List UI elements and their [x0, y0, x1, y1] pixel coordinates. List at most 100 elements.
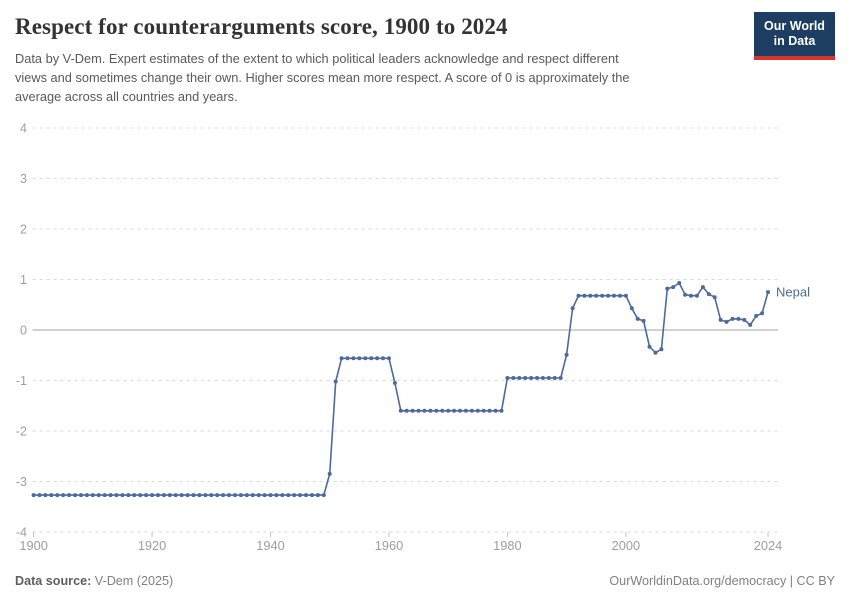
data-point[interactable] — [262, 493, 267, 498]
data-point[interactable] — [683, 292, 688, 297]
data-point[interactable] — [90, 493, 95, 498]
data-point[interactable] — [73, 493, 78, 498]
data-point[interactable] — [126, 493, 131, 498]
data-point[interactable] — [43, 493, 48, 498]
data-point[interactable] — [209, 493, 214, 498]
owid-logo[interactable]: Our World in Data — [754, 12, 835, 60]
data-point[interactable] — [511, 376, 516, 380]
data-point[interactable] — [250, 493, 255, 498]
data-point[interactable] — [203, 493, 208, 498]
data-point[interactable] — [381, 356, 385, 361]
data-point[interactable] — [736, 316, 741, 321]
data-point[interactable] — [410, 408, 415, 413]
data-point[interactable] — [315, 493, 320, 498]
data-point[interactable] — [558, 376, 563, 380]
data-point[interactable] — [665, 286, 670, 291]
data-point[interactable] — [529, 376, 534, 380]
data-point[interactable] — [304, 493, 308, 498]
data-point[interactable] — [333, 379, 338, 384]
chart-line[interactable] — [33, 282, 769, 496]
owid-license-link[interactable]: OurWorldinData.org/democracy | CC BY — [609, 574, 835, 588]
data-point[interactable] — [487, 408, 492, 413]
data-point[interactable] — [469, 408, 474, 413]
data-point[interactable] — [96, 493, 101, 498]
data-point[interactable] — [694, 293, 699, 298]
data-point[interactable] — [623, 293, 628, 298]
data-point[interactable] — [517, 376, 522, 380]
data-point[interactable] — [67, 493, 72, 498]
data-point[interactable] — [458, 408, 462, 413]
data-point[interactable] — [173, 493, 178, 498]
data-point[interactable] — [434, 408, 439, 413]
data-point[interactable] — [499, 408, 504, 413]
data-point[interactable] — [671, 285, 676, 290]
data-point[interactable] — [114, 493, 119, 498]
data-point[interactable] — [221, 493, 226, 498]
data-point[interactable] — [150, 493, 155, 498]
data-point[interactable] — [363, 356, 368, 361]
data-point[interactable] — [440, 408, 445, 413]
data-point[interactable] — [298, 493, 303, 498]
data-point[interactable] — [677, 281, 682, 285]
data-point[interactable] — [452, 408, 457, 413]
data-point[interactable] — [647, 344, 652, 349]
data-point[interactable] — [144, 493, 149, 498]
data-point[interactable] — [31, 493, 36, 498]
data-point[interactable] — [422, 408, 427, 413]
data-point[interactable] — [339, 356, 344, 361]
data-point[interactable] — [754, 313, 759, 318]
data-point[interactable] — [552, 376, 557, 380]
data-point[interactable] — [167, 493, 172, 498]
data-point[interactable] — [55, 493, 60, 498]
data-point[interactable] — [540, 376, 545, 380]
data-point[interactable] — [398, 408, 403, 413]
data-point[interactable] — [238, 493, 243, 498]
data-point[interactable] — [730, 316, 735, 321]
data-point[interactable] — [546, 376, 551, 380]
data-point[interactable] — [659, 347, 664, 352]
data-point[interactable] — [766, 290, 770, 295]
data-point[interactable] — [108, 493, 113, 498]
data-point[interactable] — [387, 356, 391, 361]
data-point[interactable] — [49, 493, 54, 498]
data-point[interactable] — [760, 311, 765, 316]
data-point[interactable] — [582, 293, 587, 298]
data-point[interactable] — [274, 493, 279, 498]
data-point[interactable] — [706, 292, 711, 297]
data-point[interactable] — [233, 493, 237, 498]
data-point[interactable] — [606, 293, 611, 298]
data-point[interactable] — [564, 352, 569, 357]
data-point[interactable] — [689, 293, 693, 298]
data-point[interactable] — [61, 493, 66, 498]
data-point[interactable] — [392, 381, 397, 385]
data-point[interactable] — [428, 408, 433, 413]
data-point[interactable] — [132, 493, 137, 498]
data-point[interactable] — [197, 493, 202, 498]
data-point[interactable] — [185, 493, 190, 498]
data-point[interactable] — [310, 493, 314, 498]
data-point[interactable] — [641, 318, 646, 323]
data-point[interactable] — [256, 493, 261, 498]
data-point[interactable] — [120, 493, 125, 498]
data-point[interactable] — [268, 493, 273, 498]
data-point[interactable] — [576, 293, 581, 298]
data-point[interactable] — [535, 376, 539, 380]
data-point[interactable] — [588, 293, 593, 298]
data-point[interactable] — [612, 293, 616, 298]
data-point[interactable] — [161, 493, 166, 498]
data-point[interactable] — [191, 493, 196, 498]
data-point[interactable] — [594, 293, 599, 298]
data-point[interactable] — [463, 408, 468, 413]
data-point[interactable] — [357, 356, 362, 361]
data-point[interactable] — [375, 356, 380, 361]
data-point[interactable] — [156, 493, 160, 498]
data-point[interactable] — [321, 493, 326, 498]
data-point[interactable] — [475, 408, 480, 413]
data-point[interactable] — [215, 493, 220, 498]
data-point[interactable] — [712, 295, 717, 300]
data-point[interactable] — [280, 493, 285, 498]
data-point[interactable] — [351, 356, 356, 361]
data-point[interactable] — [523, 376, 528, 380]
data-point[interactable] — [416, 408, 421, 413]
